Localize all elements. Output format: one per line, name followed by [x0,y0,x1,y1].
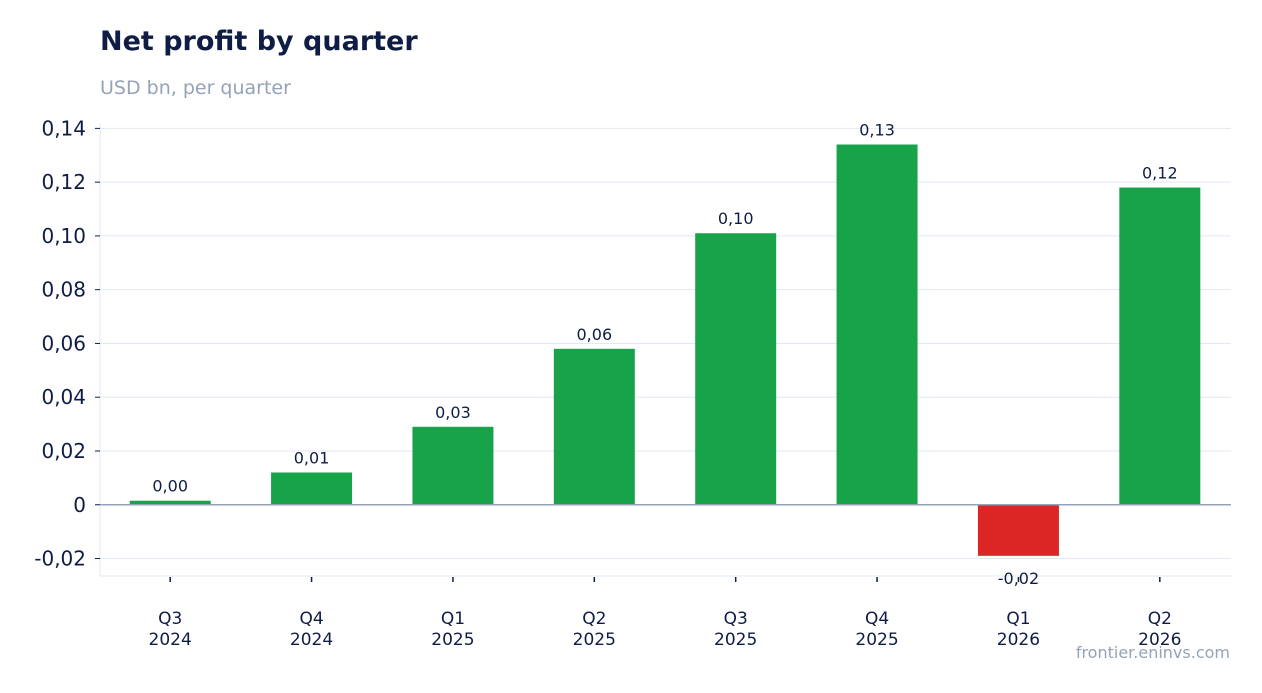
x-tick-label-line: 2024 [149,630,192,650]
y-tick-label: 0,06 [41,331,86,355]
bar-6 [977,504,1059,556]
x-tick-label-line: Q1 [1006,609,1030,629]
bar-2 [412,426,494,505]
x-tick-label-line: 2025 [855,630,898,650]
bar-1 [271,472,353,505]
y-tick-label: -0,02 [34,547,86,571]
data-labels: 0,00 0,01 0,03 0,06 0,10 0,13 -0,02 0,12 [100,121,1231,588]
bar-7 [1119,187,1201,505]
x-tick-label-line: Q2 [1148,609,1172,629]
x-tick-label-line: 2025 [573,630,616,650]
x-tick-label-4: Q3 2025 [714,609,757,650]
y-tick-label: 0,10 [41,224,86,248]
bars [129,144,1201,556]
data-label-5: 0,13 [859,121,895,140]
x-tick-label-line: 2026 [997,630,1040,650]
x-tick-label-line: Q4 [299,609,323,629]
y-tick-label: 0,12 [41,170,86,194]
chart-title: Net profit by quarter [100,26,418,57]
x-tick-label-line: Q1 [441,609,465,629]
x-tick-label-line: 2026 [1138,630,1181,650]
data-label-4: 0,10 [718,209,754,228]
x-tick-label-3: Q2 2025 [573,609,616,650]
chart-subtitle: USD bn, per quarter [100,77,291,99]
y-tick-label: 0 [73,493,86,517]
y-tick-label: 0,14 [41,116,86,140]
axes [95,123,1231,582]
bar-4 [695,233,777,505]
data-label-2: 0,03 [435,403,471,422]
x-tick-label-line: 2025 [714,630,757,650]
x-tick-label-line: Q4 [865,609,889,629]
source-credit: frontier.eninvs.com [1075,643,1230,662]
y-tick-label: 0,08 [41,278,86,302]
bar-0 [129,500,211,505]
x-tick-label-1: Q4 2024 [290,609,333,650]
x-tick-label-6: Q1 2026 [997,609,1040,650]
x-tick-label-line: 2025 [431,630,474,650]
x-tick-label-0: Q3 2024 [149,609,192,650]
data-label-6: -0,02 [998,569,1039,588]
x-tick-label-line: Q3 [724,609,748,629]
data-label-3: 0,06 [577,325,613,344]
x-tick-label-7: Q2 2026 [1138,609,1181,650]
y-tick-label: 0,04 [41,385,86,409]
x-tick-label-5: Q4 2025 [855,609,898,650]
x-tick-label-line: Q2 [582,609,606,629]
data-label-0: 0,00 [152,477,188,496]
bar-3 [553,348,635,505]
x-tick-label-line: Q3 [158,609,182,629]
y-tick-label: 0,02 [41,439,86,463]
x-tick-label-2: Q1 2025 [431,609,474,650]
x-tick-label-line: 2024 [290,630,333,650]
grid-lines [100,127,1231,560]
bar-5 [836,144,918,505]
data-label-7: 0,12 [1142,164,1178,183]
data-label-1: 0,01 [294,448,330,467]
